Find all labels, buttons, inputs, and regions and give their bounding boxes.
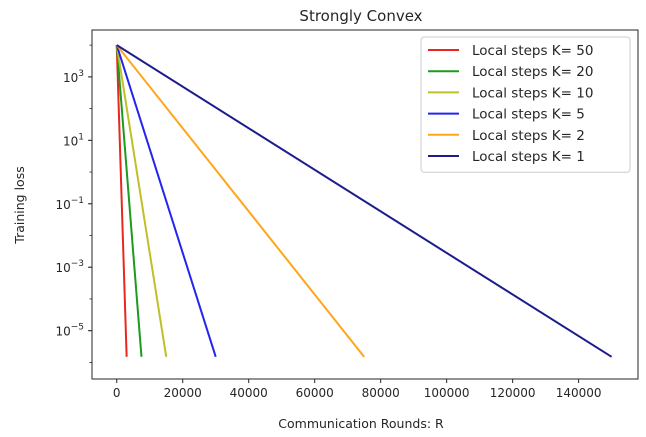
y-tick-label: 103 [63,69,84,85]
y-tick-label: 10−5 [55,323,84,339]
legend-label: Local steps K= 5 [472,107,585,123]
y-tick-label: 101 [63,132,84,148]
y-tick-label: 10−3 [55,259,84,275]
legend-label: Local steps K= 20 [472,64,593,80]
x-axis-label: Communication Rounds: R [278,416,444,431]
legend: Local steps K= 50 Local steps K= 20 Local … [420,36,631,173]
x-tick-label: 120000 [490,386,536,400]
x-axis: 0 20000 40000 60000 80000 100000 120000 140000 [113,379,602,400]
x-tick-label: 0 [113,386,121,400]
series-line-1 [115,45,143,357]
x-tick-label: 60000 [296,386,334,400]
legend-box [420,36,631,173]
plot-frame [91,29,639,380]
series-line-2 [115,44,168,357]
x-tick-label: 80000 [362,386,400,400]
y-tick-label: 10−1 [55,196,84,212]
x-tick-label: 100000 [424,386,470,400]
legend-label: Local steps K= 2 [472,128,585,144]
chart-title: Strongly Convex [299,7,422,25]
x-tick-label: 40000 [230,386,268,400]
series-line-0 [115,45,128,357]
x-tick-label: 140000 [556,386,602,400]
series-line-4 [115,44,365,358]
x-tick-label: 20000 [164,386,202,400]
series-line-3 [115,44,217,358]
legend-label: Local steps K= 1 [472,149,585,165]
legend-label: Local steps K= 10 [472,85,593,101]
y-axis-label: Training loss [12,166,27,244]
plot-area [115,44,613,358]
legend-label: Local steps K= 50 [472,43,593,59]
y-axis: 103 101 10−1 10−3 10−5 [55,44,92,363]
series-line-5 [116,44,613,358]
